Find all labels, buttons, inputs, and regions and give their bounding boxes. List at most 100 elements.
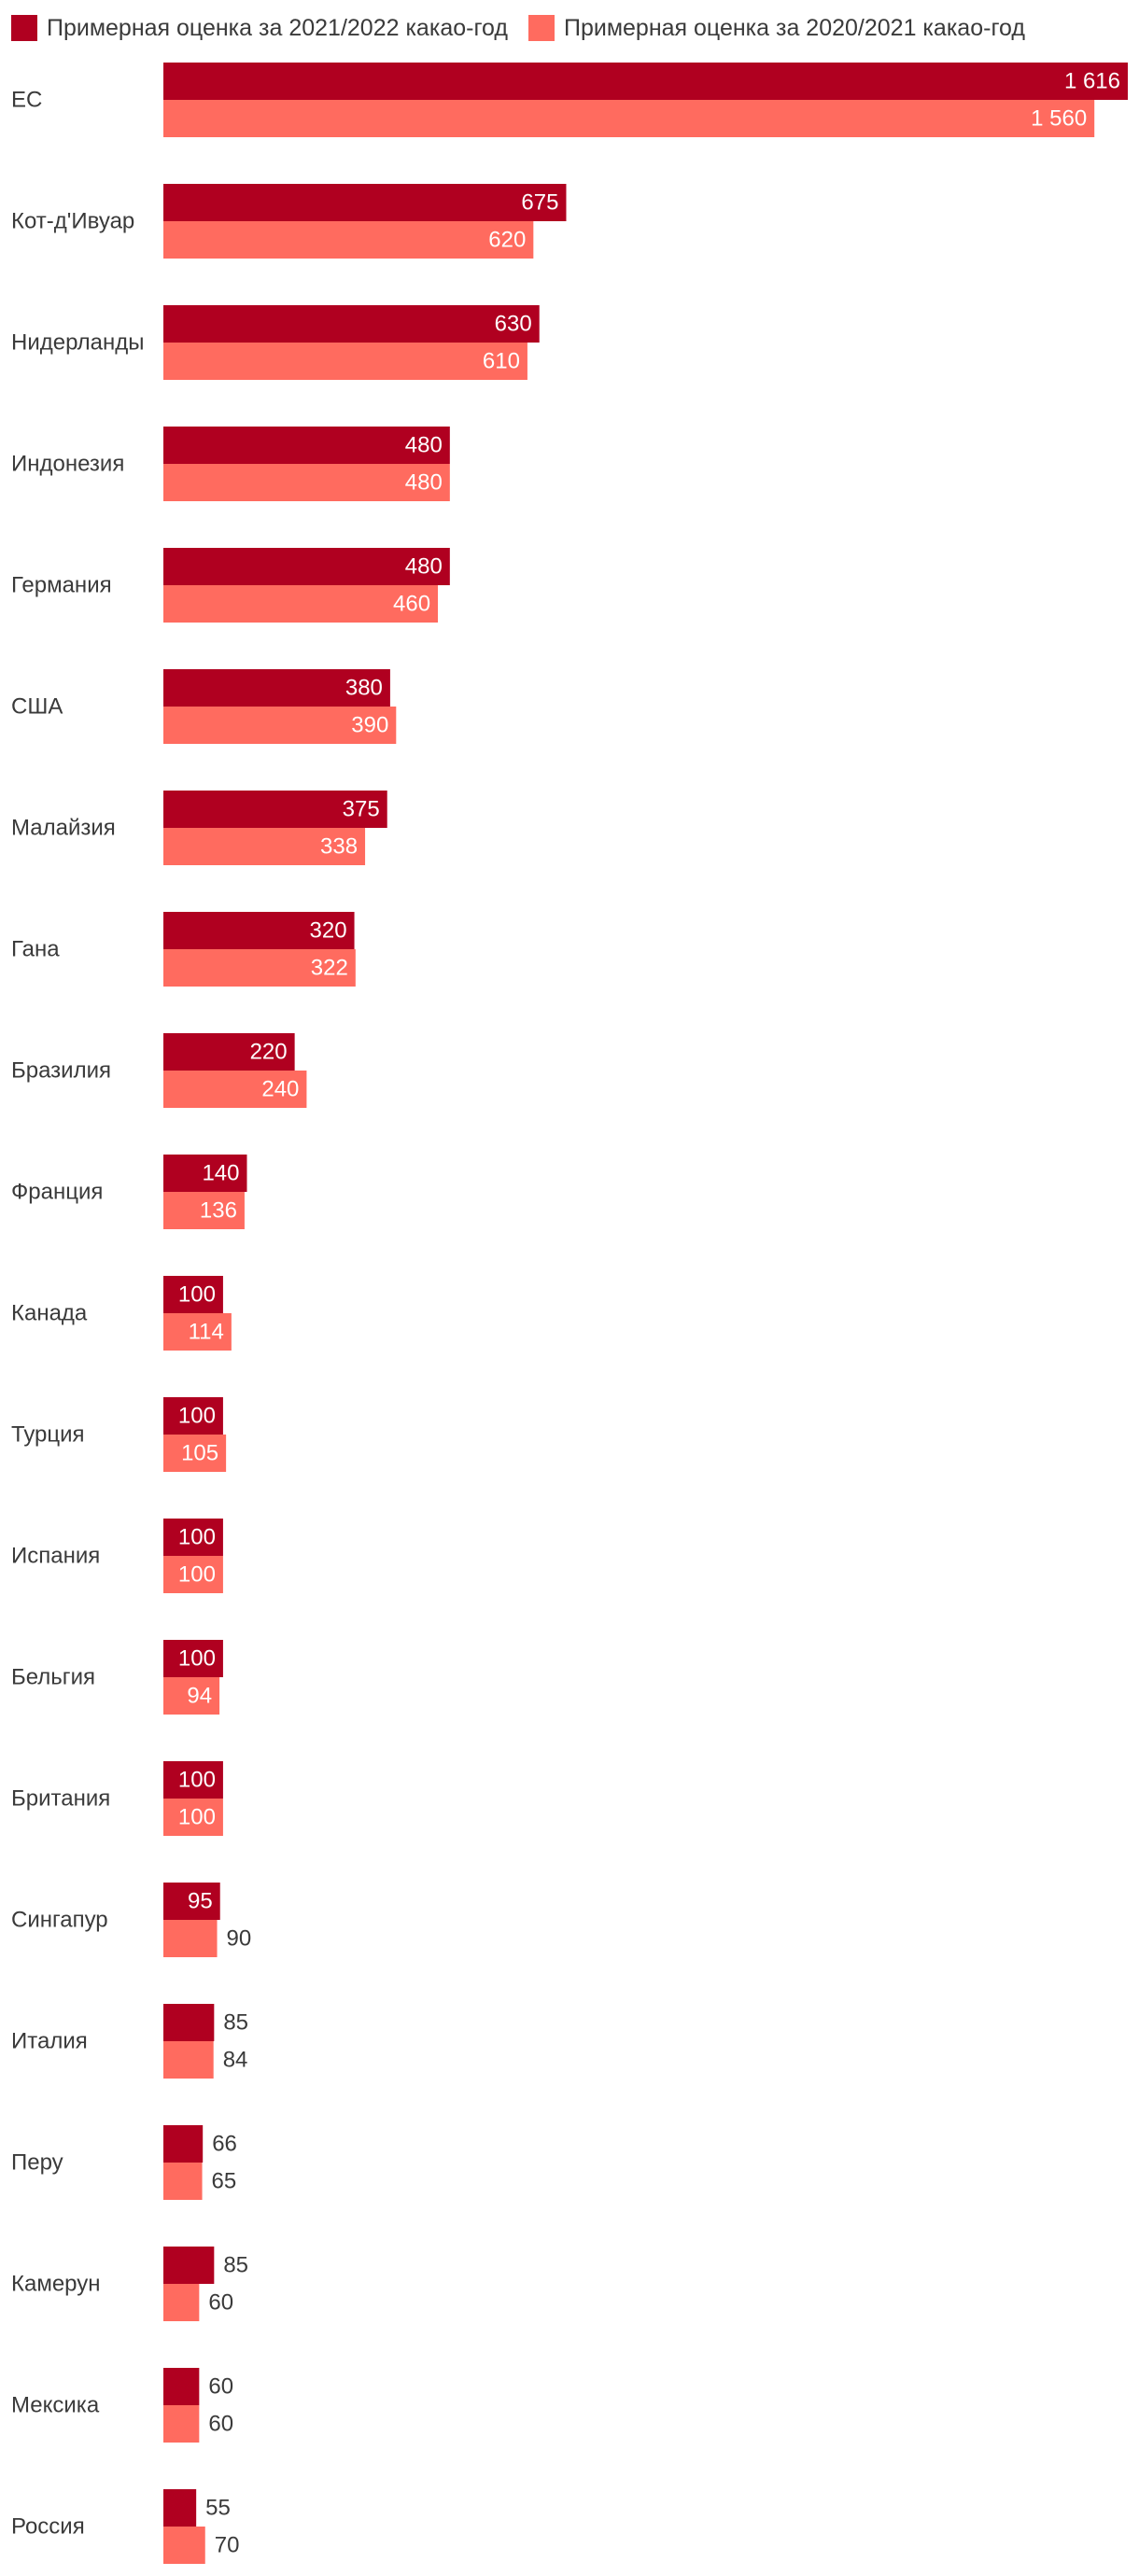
- legend-item-2020[interactable]: Примерная оценка за 2020/2021 какао-год: [527, 15, 1025, 42]
- data-label-2021: 480: [405, 433, 443, 458]
- bar-2020[interactable]: [163, 1313, 232, 1351]
- bar-2021[interactable]: [163, 912, 355, 949]
- bar-group: Россия 55 70: [11, 2489, 239, 2564]
- bar-2021[interactable]: [163, 669, 390, 707]
- data-label-2021: 85: [223, 2253, 248, 2278]
- category-label: Россия: [11, 2514, 85, 2540]
- data-label-2021: 60: [208, 2374, 233, 2400]
- bar-2020[interactable]: [163, 1920, 218, 1957]
- data-label-2021: 55: [205, 2496, 231, 2521]
- bar-2021[interactable]: [163, 427, 450, 464]
- bar-group: Мексика 60 60: [11, 2368, 233, 2443]
- bar-2021[interactable]: [163, 2489, 197, 2527]
- data-label-2021: 100: [178, 1404, 216, 1429]
- category-label: Гана: [11, 937, 60, 962]
- bar-2021[interactable]: [163, 1640, 223, 1677]
- bar-2020[interactable]: [163, 1071, 307, 1108]
- bar-2020[interactable]: [163, 464, 450, 501]
- bar-2020[interactable]: [163, 343, 527, 380]
- data-label-2020: 338: [320, 834, 358, 860]
- category-label: Перу: [11, 2150, 63, 2176]
- bar-2020[interactable]: [163, 100, 1095, 137]
- bar-2020[interactable]: [163, 828, 366, 865]
- bar-2020[interactable]: [163, 1799, 223, 1836]
- bar-2021[interactable]: [163, 1519, 223, 1556]
- data-label-2020: 65: [212, 2169, 237, 2194]
- bar-2020[interactable]: [163, 2405, 200, 2443]
- bar-2021[interactable]: [163, 1883, 220, 1920]
- bar-2021[interactable]: [163, 184, 567, 221]
- data-label-2021: 630: [495, 312, 532, 337]
- bar-group: Малайзия 375 338: [11, 791, 387, 865]
- bar-2021[interactable]: [163, 1033, 295, 1071]
- data-label-2021: 100: [178, 1282, 216, 1308]
- bar-2021[interactable]: [163, 2125, 204, 2163]
- bar-2020[interactable]: [163, 1677, 220, 1715]
- data-label-2020: 240: [261, 1077, 299, 1102]
- bar-group: Сингапур 95 90: [11, 1883, 251, 1957]
- category-label: Сингапур: [11, 1908, 108, 1933]
- bar-2020[interactable]: [163, 585, 439, 623]
- bar-2021[interactable]: [163, 63, 1128, 100]
- category-label: Нидерланды: [11, 330, 144, 356]
- bar-2021[interactable]: [163, 2368, 200, 2405]
- bar-2020[interactable]: [163, 2284, 200, 2321]
- data-label-2020: 100: [178, 1805, 216, 1830]
- bar-2020[interactable]: [163, 1435, 227, 1472]
- data-label-2020: 100: [178, 1562, 216, 1588]
- bar-group: Камерун 85 60: [11, 2247, 248, 2321]
- bar-2021[interactable]: [163, 2247, 215, 2284]
- bar-2020[interactable]: [163, 2163, 203, 2200]
- data-label-2020: 460: [393, 592, 430, 617]
- data-label-2020: 322: [311, 956, 348, 981]
- category-label: Бразилия: [11, 1058, 111, 1084]
- bar-2020[interactable]: [163, 2527, 205, 2564]
- data-label-2020: 620: [488, 228, 526, 253]
- bar-2020[interactable]: [163, 1192, 245, 1229]
- data-label-2020: 480: [405, 470, 443, 496]
- bar-2021[interactable]: [163, 1397, 223, 1435]
- data-label-2021: 100: [178, 1768, 216, 1793]
- data-label-2021: 320: [310, 918, 347, 944]
- bar-2021[interactable]: [163, 1276, 223, 1313]
- bar-group: Германия 480 460: [11, 548, 450, 623]
- data-label-2021: 66: [212, 2132, 237, 2157]
- bar-2021[interactable]: [163, 305, 540, 343]
- category-label: Франция: [11, 1180, 103, 1205]
- bar-2021[interactable]: [163, 1761, 223, 1799]
- bar-group: Британия 100 100: [11, 1761, 223, 1836]
- bar-group: Италия 85 84: [11, 2004, 248, 2079]
- legend-label-2021: Примерная оценка за 2021/2022 какао-год: [47, 14, 508, 41]
- legend: Примерная оценка за 2021/2022 какао-год …: [11, 9, 1025, 47]
- category-label: Германия: [11, 573, 112, 598]
- category-label: Кот-д'Ивуар: [11, 209, 134, 234]
- bar-2021[interactable]: [163, 2004, 215, 2041]
- category-label: Британия: [11, 1786, 110, 1812]
- data-label-2021: 100: [178, 1646, 216, 1672]
- data-label-2020: 60: [208, 2412, 233, 2437]
- data-label-2021: 100: [178, 1525, 216, 1550]
- data-label-2020: 136: [200, 1198, 237, 1224]
- data-label-2020: 390: [351, 713, 388, 738]
- bar-2021[interactable]: [163, 548, 450, 585]
- data-label-2020: 90: [227, 1926, 252, 1952]
- legend-item-2021[interactable]: Примерная оценка за 2021/2022 какао-год: [11, 15, 508, 42]
- bar-2021[interactable]: [163, 791, 387, 828]
- category-label: Италия: [11, 2029, 88, 2054]
- data-label-2021: 675: [521, 190, 558, 216]
- bar-group: Перу 66 65: [11, 2125, 237, 2200]
- data-label-2021: 95: [188, 1889, 213, 1914]
- bar-2020[interactable]: [163, 949, 356, 987]
- data-label-2020: 94: [187, 1684, 212, 1709]
- bar-group: Франция 140 136: [11, 1155, 247, 1229]
- bar-2020[interactable]: [163, 221, 534, 259]
- bar-2020[interactable]: [163, 2041, 214, 2079]
- data-label-2021: 140: [202, 1161, 239, 1186]
- bar-2020[interactable]: [163, 1556, 223, 1593]
- data-label-2020: 105: [181, 1441, 218, 1466]
- bar-group: США 380 390: [11, 669, 397, 744]
- bar-2021[interactable]: [163, 1155, 247, 1192]
- bar-2020[interactable]: [163, 707, 397, 744]
- category-label: Испания: [11, 1544, 100, 1569]
